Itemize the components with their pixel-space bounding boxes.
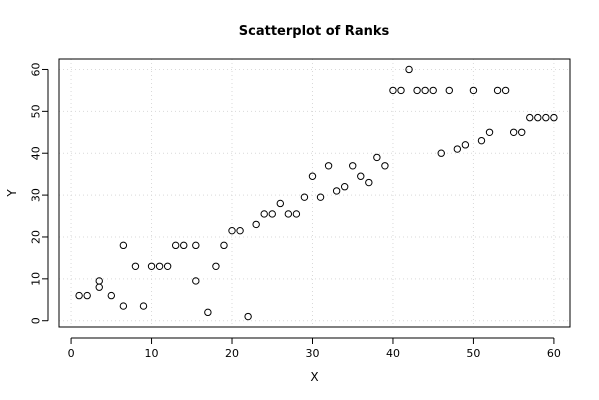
- x-axis: 0 10 20 30 40 50 60: [68, 337, 561, 360]
- data-point: [139, 302, 148, 310]
- x-tick-label: 0: [68, 347, 75, 360]
- data-point: [518, 128, 526, 136]
- y-tick-label: 60: [30, 62, 43, 76]
- data-point: [292, 210, 301, 218]
- y-axis: 0 10 20 30 40 50 60: [30, 62, 49, 324]
- data-point: [477, 136, 486, 145]
- data-point: [192, 277, 200, 285]
- data-point: [445, 86, 453, 95]
- data-point: [147, 262, 156, 270]
- data-point: [469, 86, 478, 95]
- data-point: [373, 153, 381, 162]
- x-tick-label: 60: [547, 347, 561, 360]
- data-point: [389, 86, 397, 95]
- data-point: [526, 113, 534, 122]
- data-point: [155, 262, 164, 270]
- y-tick-label: 20: [30, 230, 43, 244]
- data-point: [461, 141, 470, 149]
- data-point: [365, 178, 373, 187]
- x-tick-label: 20: [225, 347, 239, 360]
- data-point: [220, 241, 228, 250]
- data-point: [534, 113, 542, 122]
- data-point: [405, 65, 413, 74]
- data-point: [509, 128, 518, 136]
- y-axis-label: Y: [5, 189, 19, 198]
- data-point: [95, 283, 103, 291]
- data-point: [119, 302, 128, 310]
- data-point: [83, 291, 91, 300]
- data-point: [397, 86, 405, 95]
- data-point: [421, 86, 429, 95]
- data-point: [107, 291, 116, 300]
- data-point: [119, 241, 128, 250]
- data-point: [316, 193, 325, 201]
- y-tick-label: 0: [30, 317, 43, 324]
- data-point: [357, 172, 365, 180]
- y-tick-label: 40: [30, 146, 43, 160]
- data-point: [340, 183, 349, 191]
- grid-lines: [59, 59, 570, 327]
- data-point: [437, 149, 445, 157]
- data-point: [163, 262, 172, 270]
- data-point: [244, 312, 252, 321]
- data-point: [300, 193, 309, 201]
- data-point: [212, 262, 220, 270]
- data-point: [501, 86, 510, 95]
- x-tick-label: 10: [145, 347, 159, 360]
- data-point: [236, 226, 244, 235]
- data-point: [75, 291, 83, 300]
- data-point: [332, 187, 341, 195]
- data-point: [413, 86, 421, 95]
- x-tick-label: 40: [386, 347, 400, 360]
- data-point: [308, 172, 317, 180]
- data-point: [95, 277, 103, 285]
- data-points: [75, 65, 558, 321]
- data-point: [349, 162, 357, 170]
- chart-title: Scatterplot of Ranks: [239, 24, 390, 39]
- y-tick-label: 50: [30, 104, 43, 118]
- y-tick-label: 10: [30, 272, 43, 286]
- data-point: [131, 262, 140, 270]
- data-point: [204, 308, 212, 317]
- data-point: [542, 113, 550, 122]
- data-point: [260, 210, 268, 218]
- data-point: [192, 241, 200, 250]
- data-point: [485, 128, 494, 136]
- x-tick-label: 50: [466, 347, 480, 360]
- data-point: [268, 210, 276, 218]
- data-point: [171, 241, 180, 250]
- data-point: [276, 199, 284, 208]
- data-point: [493, 86, 502, 95]
- data-point: [324, 162, 333, 170]
- x-tick-label: 30: [305, 347, 319, 360]
- data-point: [228, 226, 236, 235]
- data-point: [284, 210, 293, 218]
- x-axis-label: X: [310, 370, 318, 384]
- data-point: [180, 241, 188, 250]
- data-point: [453, 145, 462, 153]
- plot-frame: [58, 58, 571, 328]
- data-point: [252, 220, 260, 229]
- data-point: [550, 113, 558, 122]
- data-point: [429, 86, 437, 95]
- y-tick-label: 30: [30, 188, 43, 202]
- data-point: [381, 162, 389, 170]
